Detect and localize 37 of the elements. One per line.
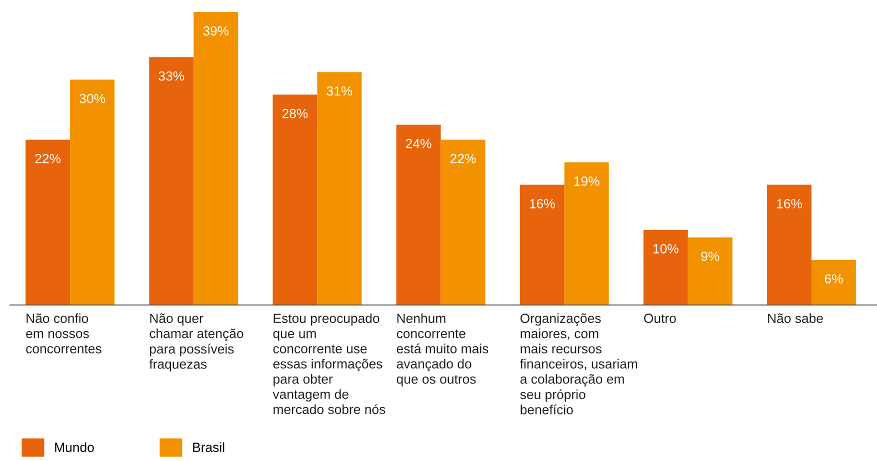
bar — [767, 184, 812, 305]
bar — [688, 237, 732, 305]
x-tick-label: Não quer chamar atenção para possíveis fraquezas — [149, 313, 244, 372]
bar — [149, 57, 194, 305]
data-label: 16% — [530, 199, 555, 208]
data-label: 9% — [701, 252, 720, 261]
data-label: 22% — [35, 154, 61, 164]
x-tick-label: Nenhum concorrente está muito mais avançado do que os outros — [396, 313, 488, 386]
bar — [520, 184, 564, 305]
x-tick-label: Não sabe — [768, 313, 823, 324]
data-label: 28% — [282, 108, 308, 118]
bar — [26, 140, 70, 305]
bar — [643, 230, 688, 305]
x-tick-label: Outro — [644, 314, 676, 324]
legend-label: Mundo — [55, 442, 94, 452]
bar — [440, 140, 486, 305]
x-tick-label: Organizações maiores, com mais recursos financeiros, usariam a colaboração em seu próprio benefício — [520, 313, 638, 414]
data-label: 33% — [158, 71, 184, 81]
data-label: 6% — [824, 274, 843, 284]
bar — [272, 94, 318, 305]
bar — [317, 72, 362, 305]
bar — [396, 124, 441, 305]
data-label: 39% — [203, 26, 229, 36]
x-tick-label: Não confio em nossos concorrentes — [26, 313, 102, 354]
x-tick-label: Estou preocupado que um concorrente use essas informações para obter vantagem de mercado sobre nós — [272, 313, 386, 414]
bar — [812, 260, 856, 305]
data-label: 30% — [80, 94, 106, 104]
bar — [194, 12, 238, 305]
data-label: 22% — [450, 154, 476, 164]
bar — [70, 80, 115, 305]
legend-label: Brasil — [193, 442, 224, 452]
data-label: 10% — [653, 244, 678, 254]
data-label: 19% — [574, 176, 600, 186]
data-label: 24% — [406, 138, 432, 148]
bar — [564, 162, 609, 305]
data-label: 16% — [777, 199, 802, 208]
data-label: 31% — [326, 86, 352, 96]
